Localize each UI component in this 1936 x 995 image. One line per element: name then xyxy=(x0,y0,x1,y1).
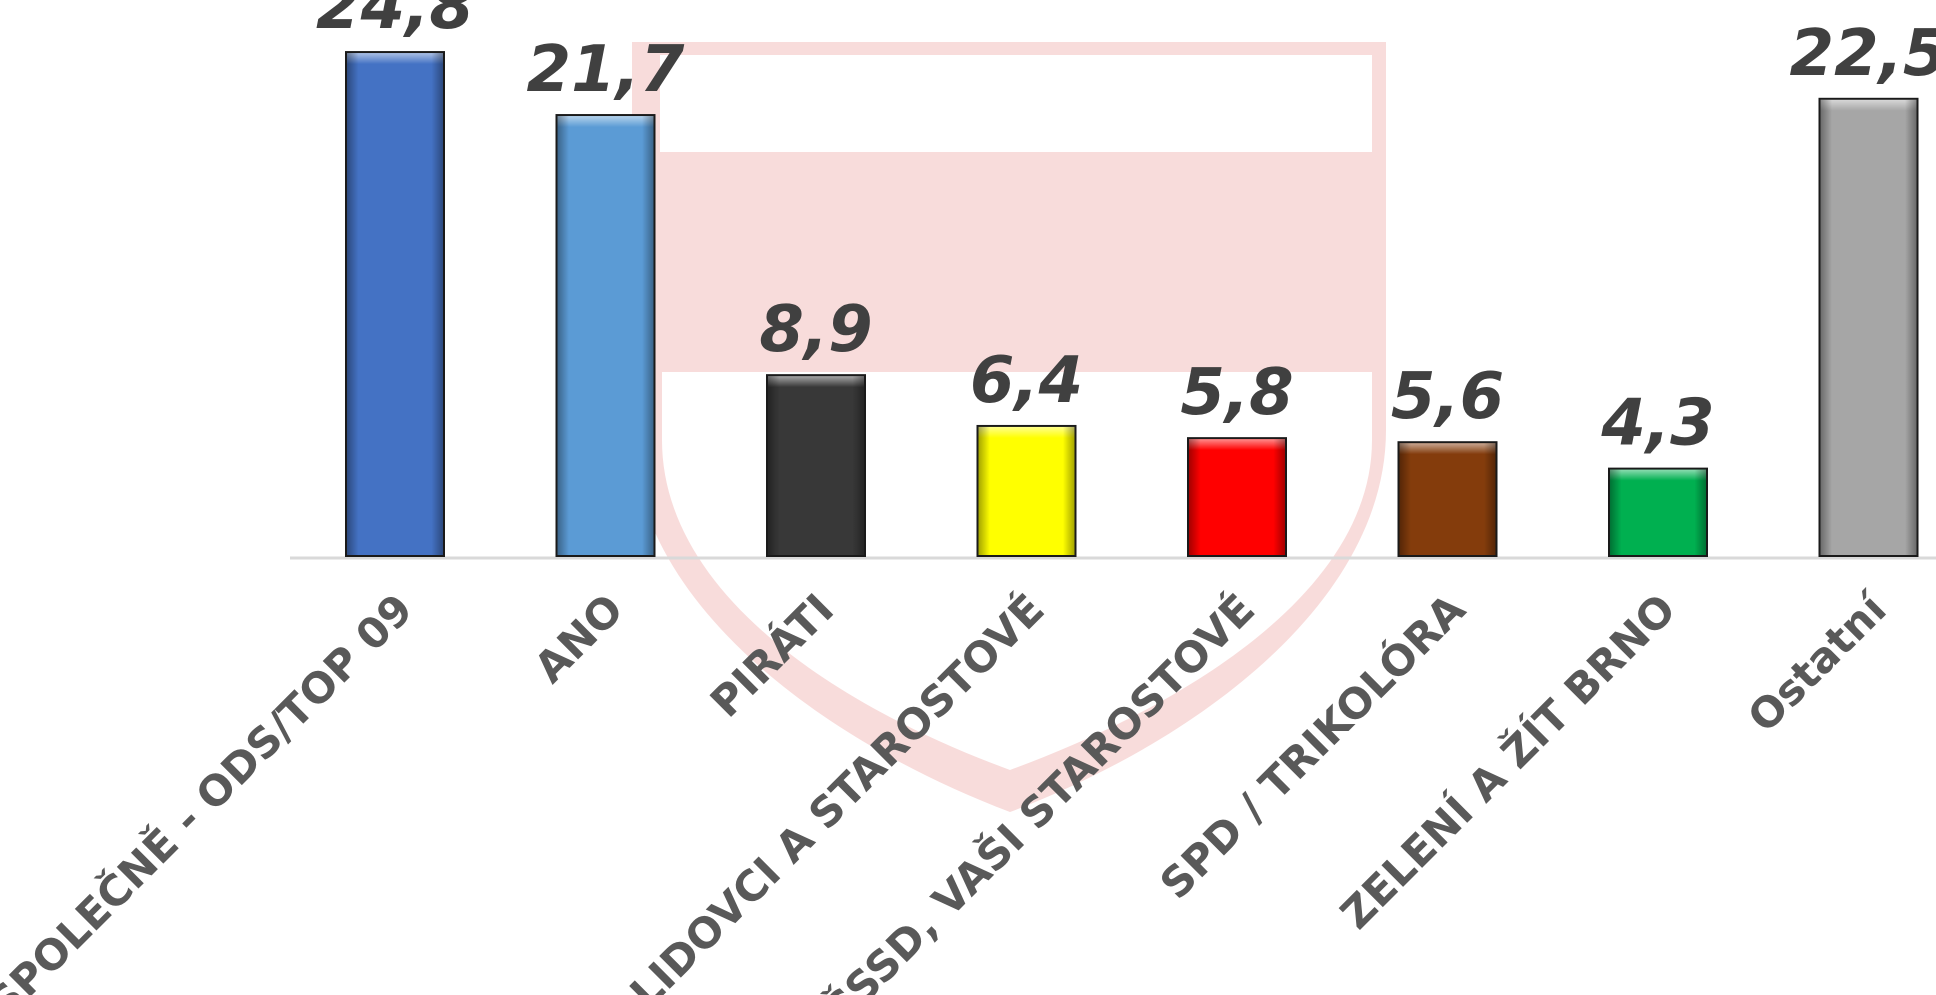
category-label-1: SPOLEČNĚ - ODS/TOP 09 xyxy=(0,584,422,995)
category-label-2: ANO xyxy=(525,584,633,692)
bar-8 xyxy=(1818,97,1919,558)
bar-bevel xyxy=(1189,439,1285,555)
bar-bevel xyxy=(1399,443,1496,555)
bar-2 xyxy=(555,114,656,557)
bar-bevel xyxy=(347,53,443,556)
shield-top-band xyxy=(660,55,1372,152)
value-label-3: 8,9 xyxy=(759,293,872,367)
value-labels-layer: 24,8 21,7 8,9 6,4 5,8 5,6 4,3 22,5 xyxy=(316,0,1936,461)
value-label-8: 22,5 xyxy=(1790,17,1936,91)
value-label-2: 21,7 xyxy=(527,33,685,107)
value-label-6: 5,6 xyxy=(1391,360,1504,434)
bar-bevel xyxy=(1820,99,1917,556)
bar-1 xyxy=(345,51,445,558)
bar-bevel xyxy=(768,376,864,555)
category-label-8: Ostatní xyxy=(1738,583,1897,742)
bar-bevel xyxy=(557,116,654,555)
value-label-1: 24,8 xyxy=(316,0,474,44)
bar-3 xyxy=(766,374,866,558)
value-label-7: 4,3 xyxy=(1600,387,1714,461)
bar-7 xyxy=(1608,467,1708,557)
bars-layer xyxy=(345,51,1919,558)
bar-bevel xyxy=(1610,469,1706,555)
value-label-5: 5,8 xyxy=(1180,356,1293,430)
bar-bevel xyxy=(978,426,1075,555)
bar-6 xyxy=(1397,441,1498,558)
category-label-7: ZELENÍ A ŽÍT BRNO xyxy=(1330,584,1685,939)
value-label-4: 6,4 xyxy=(970,344,1083,418)
bar-4 xyxy=(976,424,1077,557)
bar-5 xyxy=(1187,437,1287,558)
